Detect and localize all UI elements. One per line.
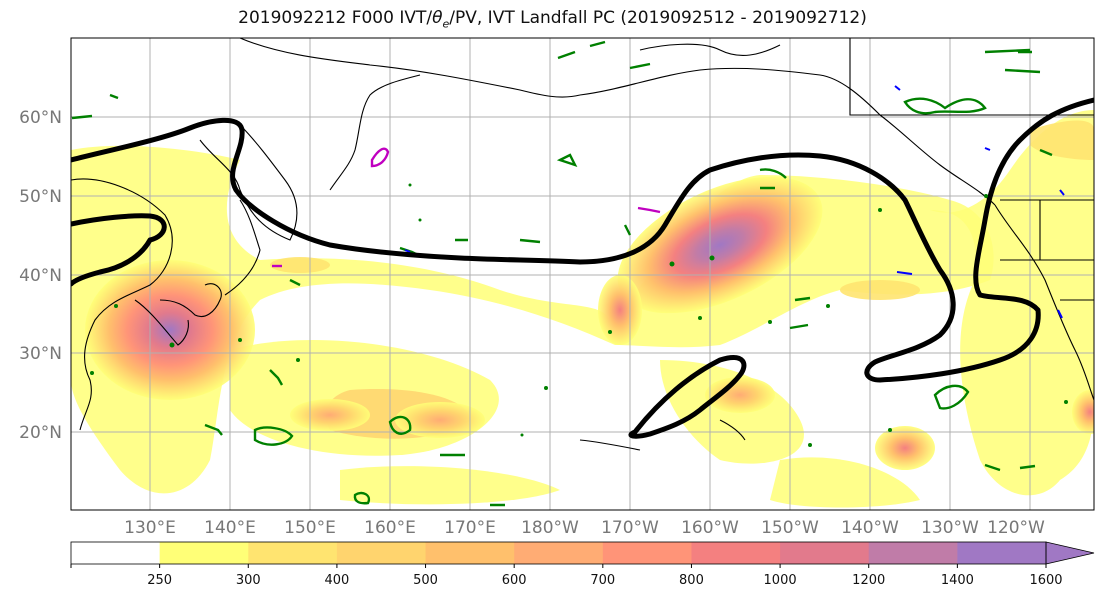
- colorbar: 250 300 400 500 600 700 800 1000 1200 1400 1600: [70, 541, 1095, 588]
- lat-label-50n: 50°N: [19, 187, 62, 207]
- colorbar-frame: [70, 541, 1047, 565]
- lon-label-130w: 130°W: [921, 518, 979, 538]
- colorbar-swatches: [71, 542, 1047, 564]
- lon-label-160w: 160°W: [681, 518, 739, 538]
- colorbar-swatch: [602, 542, 692, 564]
- map-area: [71, 38, 1094, 510]
- colorbar-tick-label: 250: [147, 573, 172, 588]
- map-frame: [70, 37, 1095, 511]
- lon-label-170e: 170°E: [444, 518, 496, 538]
- ivt-shading: [71, 110, 1094, 508]
- colorbar-swatch: [71, 542, 161, 564]
- lon-label-160e: 160°E: [364, 518, 416, 538]
- pv-contours-blue: [404, 85, 1065, 319]
- colorbar-swatch: [159, 542, 249, 564]
- colorbar-tick-label: 1200: [852, 573, 885, 588]
- lat-label-30n: 30°N: [19, 344, 62, 364]
- lon-label-130e: 130°E: [124, 518, 176, 538]
- colorbar-tick-label: 1000: [764, 573, 797, 588]
- colorbar-tick-label: 500: [413, 573, 438, 588]
- colorbar-swatch: [691, 542, 781, 564]
- lat-label-40n: 40°N: [19, 266, 62, 286]
- lon-label-170w: 170°W: [601, 518, 659, 538]
- colorbar-tick-label: 400: [324, 573, 349, 588]
- pc-contours: [71, 97, 1094, 439]
- colorbar-tick-label: 800: [679, 573, 704, 588]
- colorbar-ticks: 250 300 400 500 600 700 800 1000 1200 1400 1600: [70, 564, 1063, 588]
- lon-label-180w: 180°W: [521, 518, 579, 538]
- figure-title: 2019092212 F000 IVT/θe/PV, IVT Landfall …: [238, 8, 867, 31]
- lon-label-140w: 140°W: [841, 518, 899, 538]
- colorbar-swatch: [425, 542, 515, 564]
- lat-label-60n: 60°N: [19, 108, 62, 128]
- pv-speckles: [90, 183, 1068, 447]
- colorbar-tick-label: 700: [590, 573, 615, 588]
- longitude-labels: 130°E 140°E 150°E 160°E 170°E 180°W 170°…: [124, 518, 1045, 538]
- lon-label-150e: 150°E: [284, 518, 336, 538]
- colorbar-tick-label: 1400: [941, 573, 974, 588]
- colorbar-swatch: [957, 542, 1047, 564]
- colorbar-extend-arrow: [1045, 541, 1095, 565]
- colorbar-swatch: [868, 542, 958, 564]
- lat-label-20n: 20°N: [19, 423, 62, 443]
- colorbar-tick-label: 300: [236, 573, 261, 588]
- colorbar-swatch: [248, 542, 338, 564]
- lon-label-150w: 150°W: [761, 518, 819, 538]
- pv-contours-magenta: [272, 147, 661, 268]
- lon-label-140e: 140°E: [204, 518, 256, 538]
- lon-label-120w: 120°W: [987, 518, 1045, 538]
- colorbar-swatch: [780, 542, 870, 564]
- coastlines: [71, 38, 1094, 451]
- pv-contours-green: [71, 40, 1053, 507]
- latitude-labels: 60°N 50°N 40°N 30°N 20°N: [19, 108, 62, 443]
- colorbar-tick-label: 600: [502, 573, 527, 588]
- colorbar-tick-label: 1600: [1029, 573, 1062, 588]
- colorbar-swatch: [336, 542, 427, 564]
- colorbar-swatch: [514, 542, 604, 564]
- graticule: [71, 38, 1094, 510]
